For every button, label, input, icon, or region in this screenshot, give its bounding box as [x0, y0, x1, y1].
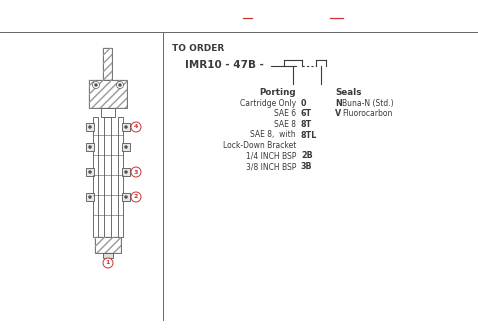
Bar: [95, 237, 121, 253]
Circle shape: [131, 122, 141, 132]
Bar: [86, 168, 94, 176]
Text: SAE 6: SAE 6: [274, 110, 296, 118]
Text: 4: 4: [134, 124, 138, 129]
Bar: [105, 117, 111, 237]
Text: 3B: 3B: [301, 162, 313, 171]
Text: V: V: [335, 110, 341, 118]
Text: 2B: 2B: [301, 151, 313, 160]
Text: 3/8 INCH BSP: 3/8 INCH BSP: [246, 162, 296, 171]
Text: 2: 2: [134, 194, 138, 200]
Text: 6T: 6T: [301, 110, 312, 118]
Text: N: N: [335, 99, 342, 108]
Text: 3: 3: [134, 170, 138, 175]
Circle shape: [95, 83, 98, 86]
Text: 8T: 8T: [301, 120, 312, 129]
Circle shape: [103, 258, 113, 268]
Text: IMR10 - 47B -: IMR10 - 47B -: [185, 60, 264, 70]
Circle shape: [124, 171, 128, 174]
Bar: [104, 48, 112, 80]
Text: Seals: Seals: [335, 88, 361, 97]
Circle shape: [124, 195, 128, 199]
Text: Lock-Down Bracket: Lock-Down Bracket: [223, 141, 296, 150]
Bar: [93, 117, 98, 237]
Text: Porting: Porting: [260, 88, 296, 97]
Text: 0: 0: [301, 99, 306, 108]
Bar: [103, 253, 113, 258]
Bar: [95, 237, 121, 253]
Bar: [89, 80, 127, 108]
Circle shape: [131, 192, 141, 202]
Bar: [122, 168, 130, 176]
Bar: [122, 193, 130, 201]
Circle shape: [88, 171, 91, 174]
Bar: [86, 123, 94, 131]
Bar: [101, 108, 115, 117]
Text: SAE 8,  with: SAE 8, with: [250, 130, 296, 140]
Circle shape: [88, 146, 91, 148]
Bar: [86, 143, 94, 151]
Bar: [118, 117, 123, 237]
Text: Cartridge Only: Cartridge Only: [240, 99, 296, 108]
Text: 1/4 INCH BSP: 1/4 INCH BSP: [246, 151, 296, 160]
Bar: [86, 193, 94, 201]
Circle shape: [88, 195, 91, 199]
Circle shape: [119, 83, 121, 86]
Bar: [122, 143, 130, 151]
Circle shape: [93, 82, 99, 88]
Circle shape: [124, 146, 128, 148]
Text: SAE 8: SAE 8: [274, 120, 296, 129]
Text: Buna-N (Std.): Buna-N (Std.): [342, 99, 393, 108]
Circle shape: [124, 125, 128, 128]
Text: 8TL: 8TL: [301, 130, 317, 140]
Bar: [122, 123, 130, 131]
Text: 1: 1: [106, 260, 110, 266]
Circle shape: [88, 125, 91, 128]
Circle shape: [117, 82, 123, 88]
Circle shape: [131, 167, 141, 177]
Text: TO ORDER: TO ORDER: [172, 44, 224, 53]
Bar: [89, 80, 127, 108]
Bar: [104, 48, 112, 80]
Text: Fluorocarbon: Fluorocarbon: [342, 110, 392, 118]
